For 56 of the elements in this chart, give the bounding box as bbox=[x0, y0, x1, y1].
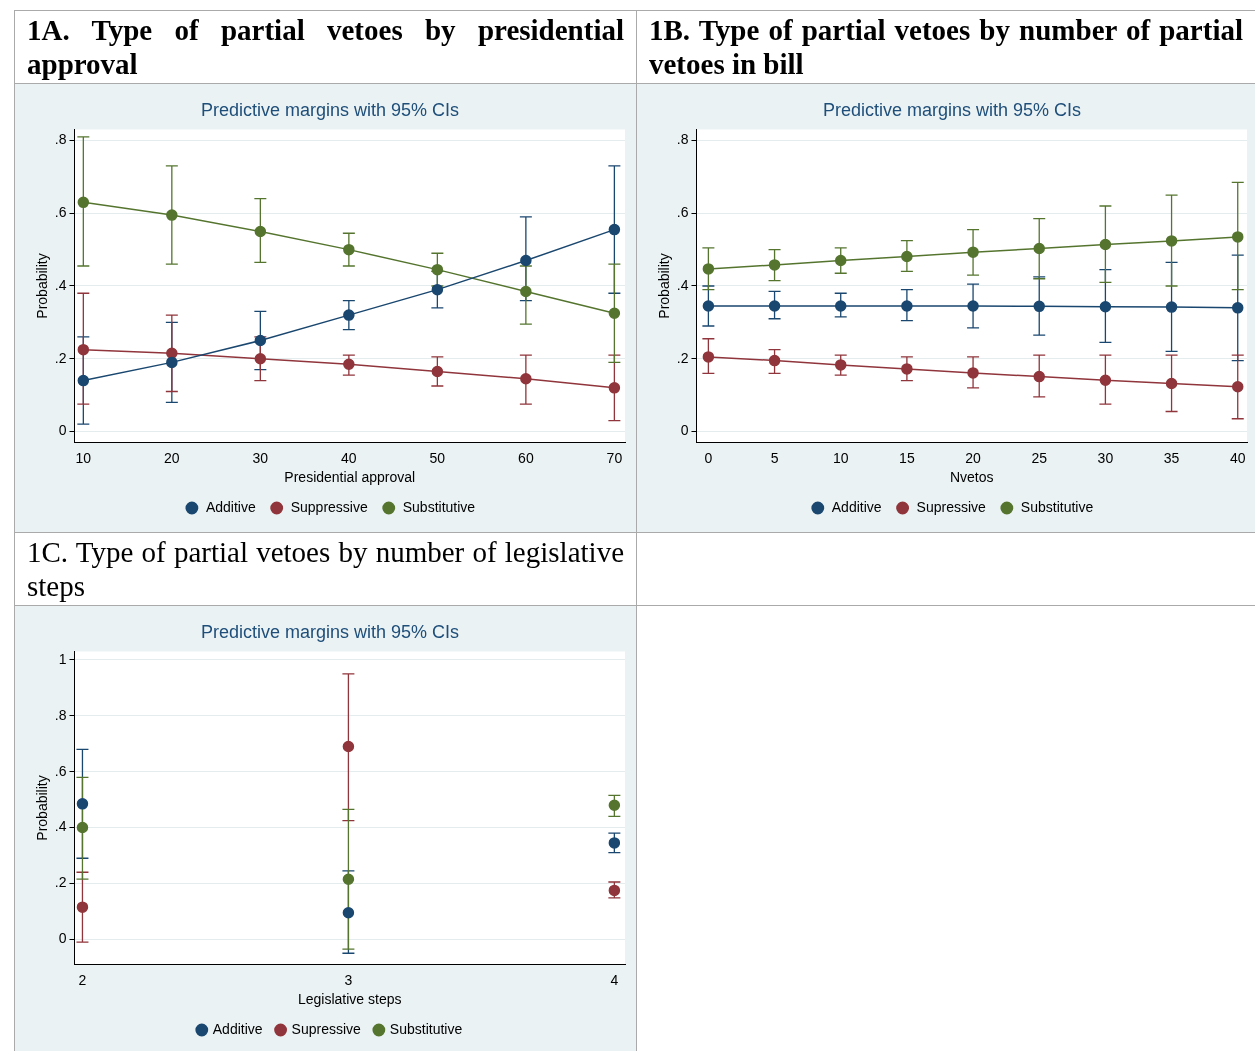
x-tick-label: 10 bbox=[832, 449, 849, 466]
y-tick-label: .2 bbox=[54, 349, 67, 366]
x-tick-label: 15 bbox=[899, 449, 915, 466]
x-tick-label: 20 bbox=[965, 449, 982, 466]
x-tick-label: 50 bbox=[429, 449, 446, 466]
y-axis-title: Probability bbox=[34, 253, 51, 319]
x-tick-label: 5 bbox=[770, 449, 779, 466]
legend-label: Additive bbox=[212, 1020, 263, 1037]
x-tick-label: 0 bbox=[704, 449, 713, 466]
x-tick-label: 30 bbox=[1097, 449, 1114, 466]
legend-label: Substitutive bbox=[389, 1020, 463, 1037]
y-tick-label: 1 bbox=[58, 650, 67, 667]
y-axis-title: Probability bbox=[34, 775, 51, 841]
chart-title: 1A. Type of partial vetoes by presidential approval bbox=[15, 11, 637, 84]
chart-title: 1B. Type of partial vetoes by number of partial vetoes in bill bbox=[637, 11, 1255, 84]
x-tick-label: 40 bbox=[341, 449, 357, 466]
x-tick-label: 25 bbox=[1031, 449, 1048, 466]
legend-label: Supressive bbox=[916, 498, 987, 515]
x-tick-label: 2 bbox=[78, 971, 87, 988]
chart-subtitle: Predictive margins with 95% CIs bbox=[200, 99, 460, 120]
chart-subtitle: Predictive margins with 95% CIs bbox=[822, 99, 1082, 120]
legend-label: Substitutive bbox=[402, 498, 476, 515]
x-tick-label: 3 bbox=[344, 971, 353, 988]
y-tick-label: .4 bbox=[676, 276, 689, 293]
x-axis-title: Nvetos bbox=[949, 469, 994, 486]
x-tick-label: 70 bbox=[606, 449, 623, 466]
x-tick-label: 40 bbox=[1229, 449, 1246, 466]
x-axis-title: Presidential approval bbox=[284, 469, 416, 486]
y-tick-label: .6 bbox=[676, 204, 689, 221]
y-tick-label: .2 bbox=[676, 349, 689, 366]
y-axis-title: Probability bbox=[656, 253, 673, 319]
y-tick-label: .4 bbox=[54, 818, 67, 835]
y-tick-label: .8 bbox=[54, 131, 67, 148]
y-tick-label: .4 bbox=[54, 276, 67, 293]
x-tick-label: 60 bbox=[518, 449, 534, 466]
legend-label: Supressive bbox=[291, 1020, 362, 1037]
x-tick-label: 4 bbox=[610, 971, 619, 988]
x-axis-title: Legislative steps bbox=[297, 991, 402, 1008]
y-tick-label: 0 bbox=[680, 422, 689, 439]
x-tick-label: 30 bbox=[252, 449, 269, 466]
legend-label: Substitutive bbox=[1020, 498, 1094, 515]
y-tick-label: .6 bbox=[54, 762, 67, 779]
y-tick-label: .8 bbox=[676, 131, 689, 148]
chart-subtitle: Predictive margins with 95% CIs bbox=[200, 621, 460, 642]
y-tick-label: .2 bbox=[54, 874, 67, 891]
chart-title: 1C. Type of partial vetoes by number of legislative steps bbox=[15, 533, 637, 606]
x-tick-label: 10 bbox=[75, 449, 92, 466]
legend-label: Additive bbox=[831, 498, 882, 515]
legend-label: Additive bbox=[205, 498, 256, 515]
x-tick-label: 35 bbox=[1163, 449, 1180, 466]
legend-label: Suppressive bbox=[290, 498, 368, 515]
y-tick-label: 0 bbox=[58, 930, 67, 947]
y-tick-label: 0 bbox=[58, 422, 67, 439]
y-tick-label: .8 bbox=[54, 706, 67, 723]
y-tick-label: .6 bbox=[54, 204, 67, 221]
x-tick-label: 20 bbox=[164, 449, 180, 466]
